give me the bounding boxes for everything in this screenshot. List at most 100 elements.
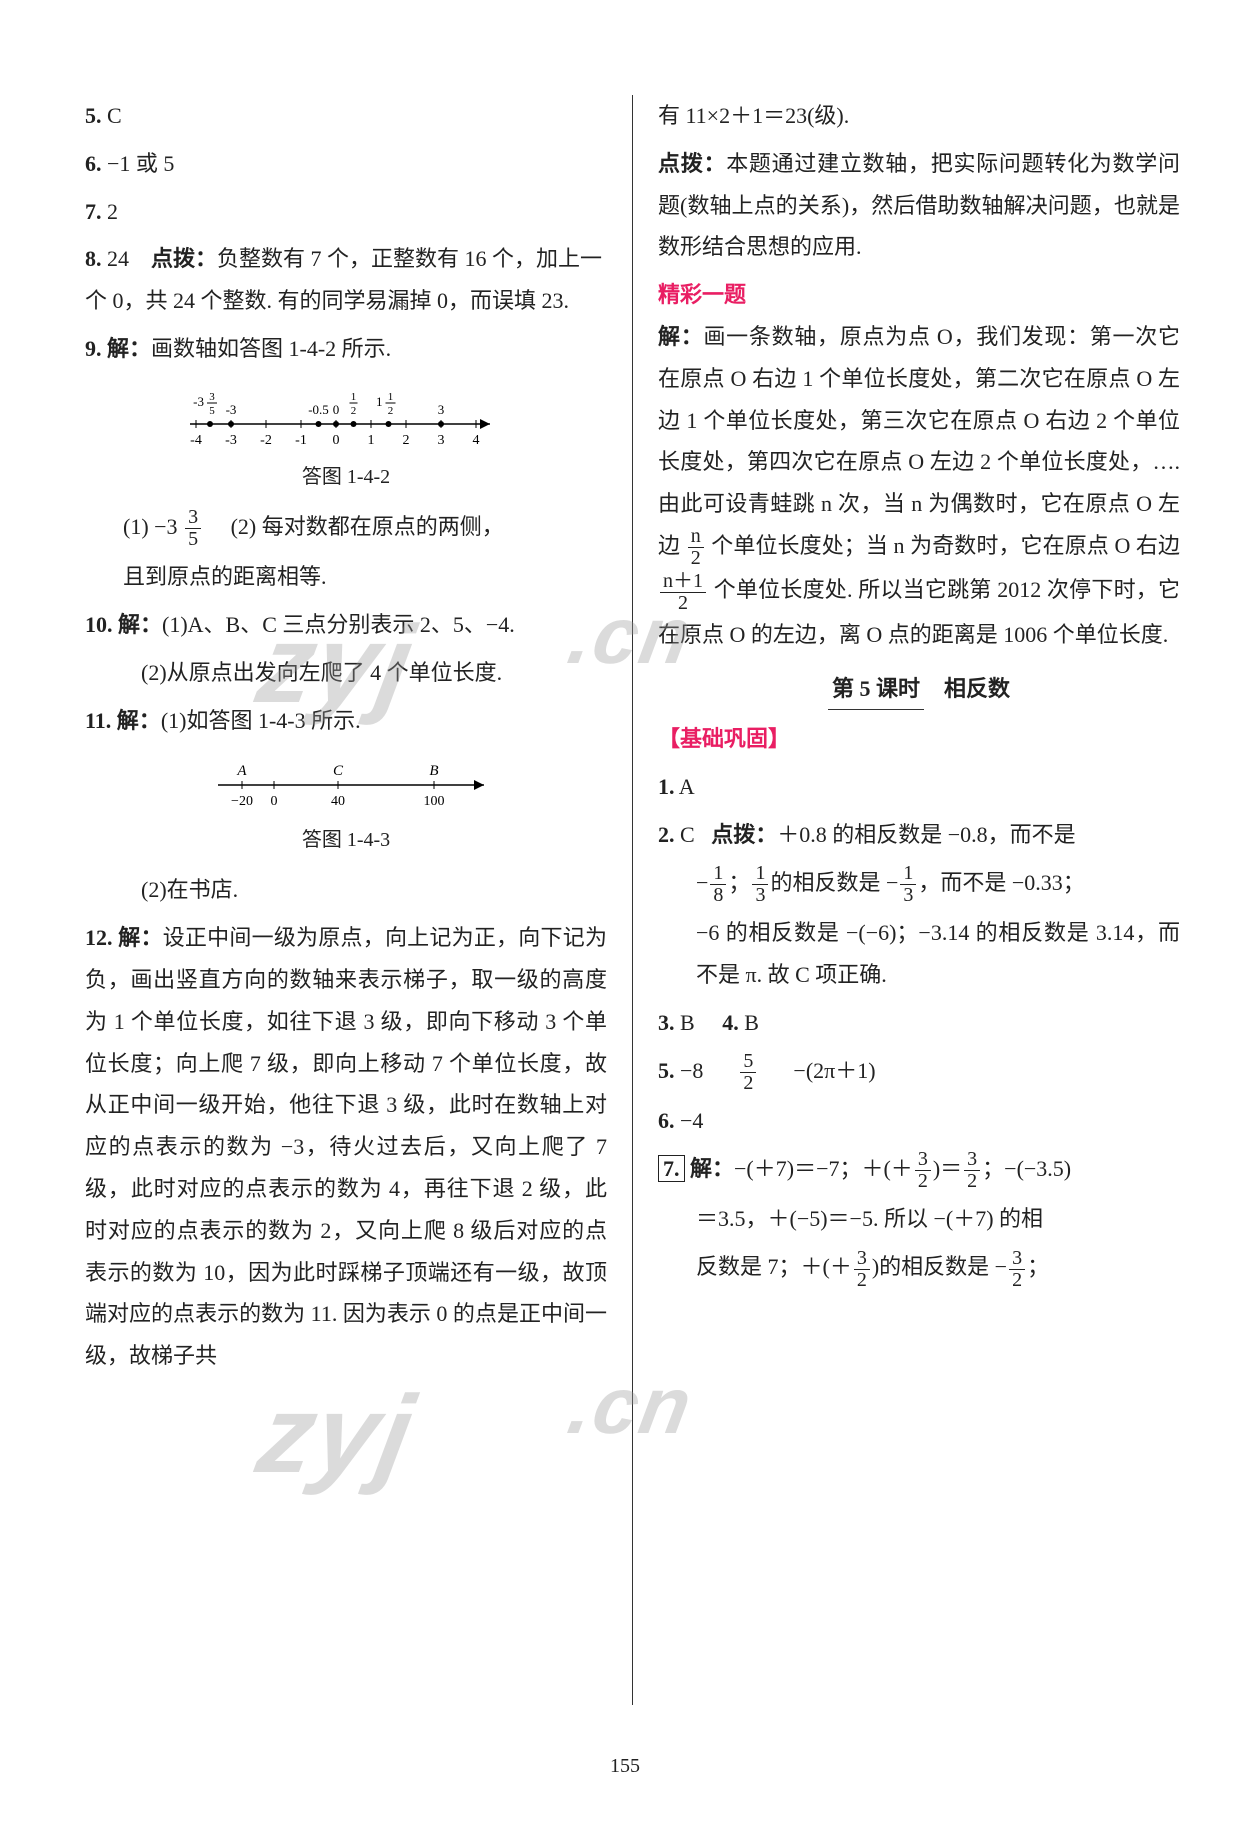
solution-label: 解： <box>118 612 162 637</box>
number-line-svg-2: −20040100ACB <box>196 751 496 815</box>
body: 设正中间一级为原点，向上记为正，向下记为负，画出竖直方向的数轴来表示梯子，取一级… <box>85 925 607 1368</box>
svg-text:1: 1 <box>368 433 375 448</box>
cont-line: 有 11×2＋1＝23(级). <box>658 95 1180 137</box>
end: ，而不是 −0.33； <box>918 870 1084 895</box>
q1: 1. A <box>658 766 1180 808</box>
fraction: 32 <box>915 1149 931 1192</box>
fraction: 52 <box>740 1051 756 1094</box>
a3: −(2π＋1) <box>793 1058 875 1083</box>
section-jingcai: 精彩一题 <box>658 274 1180 316</box>
l3b: 的相反数是 − <box>879 1254 1007 1279</box>
s1: −(＋7)＝−7；＋ <box>734 1156 883 1181</box>
svg-text:0: 0 <box>333 402 340 417</box>
fraction: 32 <box>854 1248 870 1291</box>
svg-text:40: 40 <box>331 794 345 809</box>
solution-label: 解： <box>118 925 162 950</box>
svg-text:2: 2 <box>388 405 394 417</box>
answer-text: 24 <box>107 246 129 271</box>
answer-9-parts: (1) −3 35 (2) 每对数都在原点的两侧， <box>85 506 607 550</box>
body-a: 画一条数轴，原点为点 O，我们发现：第一次它在原点 O 右边 1 个单位长度处，… <box>658 324 1180 558</box>
fraction: 13 <box>900 863 916 906</box>
body-b: 个单位长度处；当 n 为奇数时，它在原点 O 右边 <box>711 533 1180 558</box>
answer-11: 11. 解：(1)如答图 1-4-3 所示. <box>85 700 607 742</box>
q7: 7. 解：−(＋7)＝−7；＋(＋32)＝32；−(−3.5) <box>658 1148 1180 1192</box>
answer-10-p2: (2)从原点出发向左爬了 4 个单位长度. <box>85 652 607 694</box>
part1: (1)A、B、C 三点分别表示 2、5、−4. <box>162 612 515 637</box>
q5: 5. −8 52 −(2π＋1) <box>658 1050 1180 1094</box>
answer-7: 7. 2 <box>85 191 607 233</box>
paren-open: (＋ <box>883 1156 912 1181</box>
q2-line3: −6 的相反数是 −(−6)；−3.14 的相反数是 3.14，而不是 π. 故… <box>658 912 1180 996</box>
svg-text:-2: -2 <box>260 433 272 448</box>
q6: 6. −4 <box>658 1100 1180 1142</box>
fraction: 32 <box>1009 1248 1025 1291</box>
a1: −8 <box>680 1058 703 1083</box>
fraction: 13 <box>752 863 768 906</box>
figure-caption: 答图 1-4-2 <box>85 458 607 496</box>
stem: 画数轴如答图 1-4-2 所示. <box>151 336 391 361</box>
svg-text:-3: -3 <box>193 394 204 409</box>
ans: B <box>744 1010 759 1035</box>
eq: ＝ <box>940 1156 962 1181</box>
svg-text:−20: −20 <box>231 794 253 809</box>
qnum: 3. <box>658 1010 675 1035</box>
svg-text:-1: -1 <box>295 433 307 448</box>
q7-l2: ＝3.5，＋(−5)＝−5. 所以 −(＋7) 的相 <box>658 1198 1180 1240</box>
mid: ； <box>728 870 750 895</box>
lesson-t: 相反数 <box>944 668 1010 711</box>
dianbo-label: 点拨： <box>151 246 217 271</box>
answer-11-p2: (2)在书店. <box>85 869 607 911</box>
solution-label: 解： <box>107 336 151 361</box>
answer-8: 8. 24 点拨：负整数有 7 个，正整数有 16 个，加上一个 0，共 24 … <box>85 238 607 322</box>
answer-12: 12. 解：设正中间一级为原点，向上记为正，向下记为负，画出竖直方向的数轴来表示… <box>85 917 607 1377</box>
fraction: 35 <box>185 507 201 550</box>
section-jichu: 基础巩固 <box>658 718 1180 760</box>
qnum: 11. <box>85 708 111 733</box>
txt: 的相反数是 − <box>770 870 898 895</box>
svg-text:-3: -3 <box>225 433 237 448</box>
l3c: ； <box>1027 1254 1049 1279</box>
answer-text: 2 <box>107 199 118 224</box>
qnum: 9. <box>85 336 102 361</box>
l3a: 反数是 7；＋ <box>696 1254 823 1279</box>
fraction: 18 <box>710 863 726 906</box>
page-number: 155 <box>0 1747 1250 1785</box>
svg-text:3: 3 <box>209 391 215 403</box>
svg-text:4: 4 <box>473 433 480 448</box>
figure-1-4-3: −20040100ACB <box>85 751 607 815</box>
svg-text:0: 0 <box>333 433 340 448</box>
qnum: 6. <box>85 151 102 176</box>
svg-text:-3: -3 <box>226 402 237 417</box>
svg-text:1: 1 <box>388 391 394 403</box>
answer-6: 6. −1 或 5 <box>85 143 607 185</box>
answer-5: 5. C <box>85 95 607 137</box>
dianbo-text: 本题通过建立数轴，把实际问题转化为数学问题(数轴上点的关系)，然后借助数轴解决问… <box>658 151 1180 260</box>
qnum-boxed: 7. <box>658 1155 685 1182</box>
ans: B <box>680 1010 695 1035</box>
qnum: 7. <box>85 199 102 224</box>
svg-text:-0.5: -0.5 <box>308 402 329 417</box>
svg-text:B: B <box>429 763 438 779</box>
qnum: 6. <box>658 1108 675 1133</box>
qnum: 1. <box>658 774 675 799</box>
svg-text:2: 2 <box>351 405 357 417</box>
svg-text:3: 3 <box>438 402 445 417</box>
svg-text:1: 1 <box>376 394 383 409</box>
p1: (1)如答图 1-4-3 所示. <box>161 708 361 733</box>
part1-label: (1) −3 <box>123 514 183 539</box>
answer-text: −1 或 5 <box>107 151 174 176</box>
body-c: 个单位长度处. 所以当它跳第 2012 次停下时，它在原点 O 的左边，离 O … <box>658 577 1180 646</box>
left-column: 5. C 6. −1 或 5 7. 2 8. 24 点拨：负整数有 7 个，正整… <box>85 95 633 1705</box>
figure-caption: 答图 1-4-3 <box>85 821 607 859</box>
svg-text:1: 1 <box>351 391 357 403</box>
qnum: 12. <box>85 925 113 950</box>
svg-text:-4: -4 <box>190 433 202 448</box>
lesson-title: 第 5 课时 相反数 <box>658 668 1180 711</box>
ans: −4 <box>680 1108 703 1133</box>
qnum: 2. <box>658 822 675 847</box>
answer-9-line2: 且到原点的距离相等. <box>85 556 607 598</box>
solution-label: 解： <box>658 324 703 349</box>
svg-text:2: 2 <box>403 433 410 448</box>
dianbo-label: 点拨： <box>658 151 726 176</box>
jcyt-body: 解：画一条数轴，原点为点 O，我们发现：第一次它在原点 O 右边 1 个单位长度… <box>658 316 1180 656</box>
